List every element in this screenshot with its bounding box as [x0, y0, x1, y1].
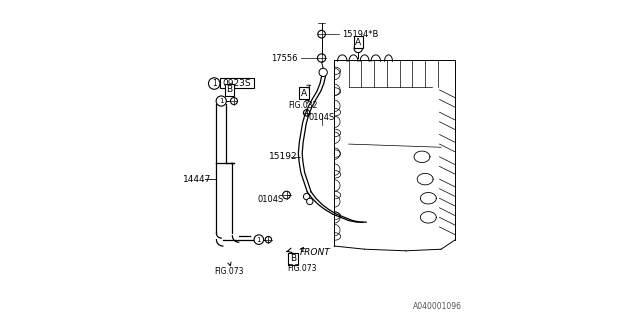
Text: 1: 1: [212, 79, 216, 88]
Text: 0104S: 0104S: [257, 195, 284, 204]
Text: 14447: 14447: [183, 175, 212, 184]
Text: FIG.073: FIG.073: [214, 267, 244, 276]
Text: 0923S: 0923S: [223, 79, 252, 88]
Circle shape: [303, 194, 310, 200]
Text: 17556: 17556: [271, 53, 298, 62]
Text: B: B: [290, 254, 296, 263]
FancyBboxPatch shape: [220, 78, 254, 88]
Text: A040001096: A040001096: [413, 302, 462, 311]
Text: 15194*B: 15194*B: [342, 30, 379, 39]
Circle shape: [319, 68, 327, 76]
Text: FIG.032: FIG.032: [288, 101, 317, 110]
Text: 1: 1: [219, 98, 223, 104]
Text: 15192: 15192: [269, 152, 298, 161]
Text: B: B: [226, 85, 232, 94]
Text: FRONT: FRONT: [300, 248, 330, 257]
Text: A: A: [301, 89, 307, 98]
Text: A: A: [355, 38, 362, 47]
Text: 0104S: 0104S: [308, 113, 335, 122]
Text: 1: 1: [257, 237, 261, 243]
Text: FIG.073: FIG.073: [288, 264, 317, 273]
Circle shape: [307, 198, 313, 204]
